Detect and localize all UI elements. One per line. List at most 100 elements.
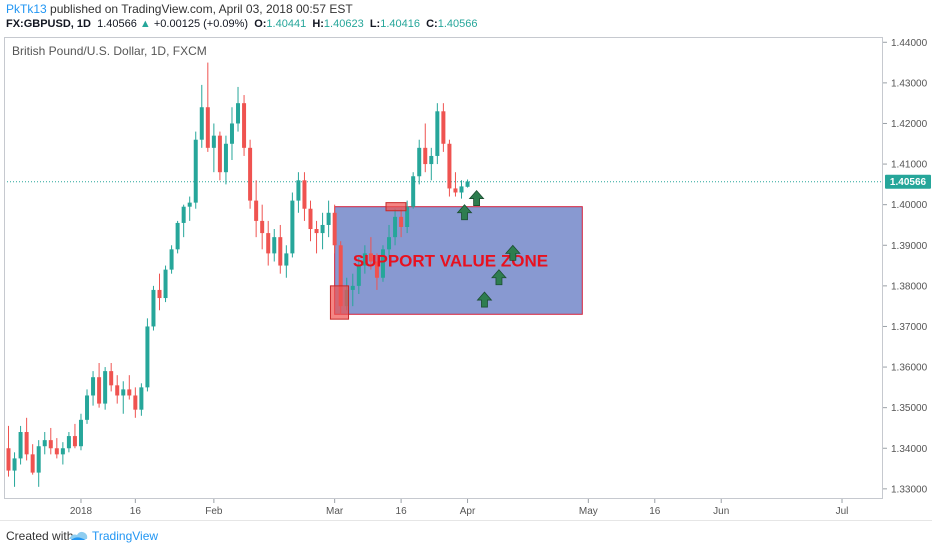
candle-body (405, 206, 410, 227)
change-value: +0.00125 (+0.09%) (153, 18, 249, 30)
candle-body (435, 111, 440, 156)
tradingview-brand-link[interactable]: TradingView (92, 529, 159, 543)
candle-body (48, 440, 53, 449)
candle-body (272, 237, 277, 254)
tradingview-logo-icon (69, 531, 88, 540)
high-label: H: (312, 18, 324, 30)
y-axis-tick-label: 1.35000 (891, 403, 928, 414)
candle-body (399, 216, 404, 227)
y-axis-tick-label: 1.40000 (891, 200, 928, 211)
y-axis-tick-label: 1.44000 (891, 38, 928, 49)
candle-body (181, 206, 186, 223)
candle-body (332, 212, 337, 246)
x-axis-tick-label: 16 (130, 506, 142, 517)
candle-body (157, 289, 162, 299)
candle-body (236, 103, 241, 124)
y-axis-tick-label: 1.38000 (891, 281, 928, 292)
candle-body (85, 395, 90, 420)
low-label: L: (369, 18, 381, 30)
symbol-label[interactable]: FX:GBPUSD, 1D (6, 18, 91, 30)
price-chart[interactable]: 1.44000 1.43000 1.42000 1.41000 1.40000 1.390… (0, 0, 932, 520)
y-axis-tick-label: 1.42000 (891, 119, 928, 130)
last-price-badge (885, 174, 931, 189)
candle-body (362, 253, 367, 266)
candle-body (133, 395, 138, 410)
candle-body (278, 237, 283, 266)
candle-body (387, 237, 392, 250)
footer: Created with TradingView (0, 520, 932, 551)
up-arrow-icon: ▲ (139, 18, 151, 30)
candle-body (42, 440, 47, 447)
candle-body (374, 261, 379, 278)
ohlc-legend: FX:GBPUSD, 1D 1.40566 ▲ +0.00125 (+0.09%… (6, 18, 477, 30)
candle-body (229, 123, 234, 144)
candle-body (350, 285, 355, 290)
x-axis-tick-label: 2018 (70, 506, 93, 517)
candle-body (127, 389, 132, 396)
x-axis-tick-label: Apr (460, 506, 476, 517)
close-value: 1.40566 (437, 18, 478, 30)
candle-body (320, 224, 325, 234)
candle-body (12, 458, 17, 471)
candle-body (91, 377, 96, 396)
support-zone-label: SUPPORT VALUE ZONE (353, 251, 548, 270)
published-text: published on TradingView.com, April 03, … (50, 2, 353, 16)
candle-body (380, 249, 385, 278)
y-axis-tick-label: 1.39000 (891, 241, 928, 252)
x-axis-tick-label: Mar (326, 506, 344, 517)
candle-body (199, 107, 204, 140)
candle-body (296, 180, 301, 201)
candle-body (368, 253, 373, 262)
candle-body (308, 208, 313, 230)
y-axis-tick-label: 1.34000 (891, 444, 928, 455)
support-zone (334, 206, 583, 315)
candle-body (242, 103, 247, 148)
created-with-label: Created with (6, 529, 74, 543)
candle-body (169, 249, 174, 270)
y-axis-tick-label: 1.43000 (891, 78, 928, 89)
candle-body (115, 385, 120, 396)
x-axis-tick-label: May (579, 506, 598, 517)
candle-body (18, 432, 23, 459)
up-arrow-icon (468, 189, 485, 206)
candle-body (356, 265, 361, 286)
x-axis-tick-label: 16 (649, 506, 661, 517)
author-link[interactable]: PkTk13 (6, 2, 47, 16)
candle-body (260, 220, 265, 234)
candle-body (78, 419, 83, 447)
candle-body (72, 436, 77, 447)
candle-body (453, 188, 458, 193)
candle-body (223, 143, 228, 173)
candle-body (254, 200, 259, 221)
candle-body (447, 143, 452, 189)
candle-body (36, 446, 41, 473)
x-axis-tick-label: Jul (836, 506, 849, 517)
candle-body (441, 111, 446, 144)
close-label: C: (426, 18, 438, 30)
candle-body (187, 202, 192, 207)
candle-body (314, 229, 319, 234)
candle-body (175, 222, 180, 250)
y-axis-tick-label: 1.33000 (891, 484, 928, 495)
candle-body (248, 147, 253, 201)
up-arrow-icon (456, 204, 473, 221)
y-axis-tick-label: 1.41000 (891, 160, 928, 171)
publish-info: PkTk13 published on TradingView.com, Apr… (6, 2, 353, 16)
candle-body (66, 436, 71, 449)
last-value: 1.40566 (97, 18, 137, 30)
candle-body (24, 432, 29, 455)
chart-title: British Pound/U.S. Dollar, 1D, FXCM (12, 44, 207, 58)
x-axis-tick-label: Feb (205, 506, 223, 517)
low-value: 1.40416 (380, 18, 420, 30)
candle-body (290, 200, 295, 254)
candle-body (429, 155, 434, 165)
candle-body (193, 139, 198, 203)
candle-body (163, 269, 168, 299)
candle-body (423, 147, 428, 165)
x-axis-tick-label: Jun (713, 506, 729, 517)
candle-body (284, 253, 289, 266)
candle-body (302, 180, 307, 209)
candle-body (139, 387, 144, 410)
candle-body (338, 245, 343, 307)
high-value: 1.40623 (323, 18, 364, 30)
